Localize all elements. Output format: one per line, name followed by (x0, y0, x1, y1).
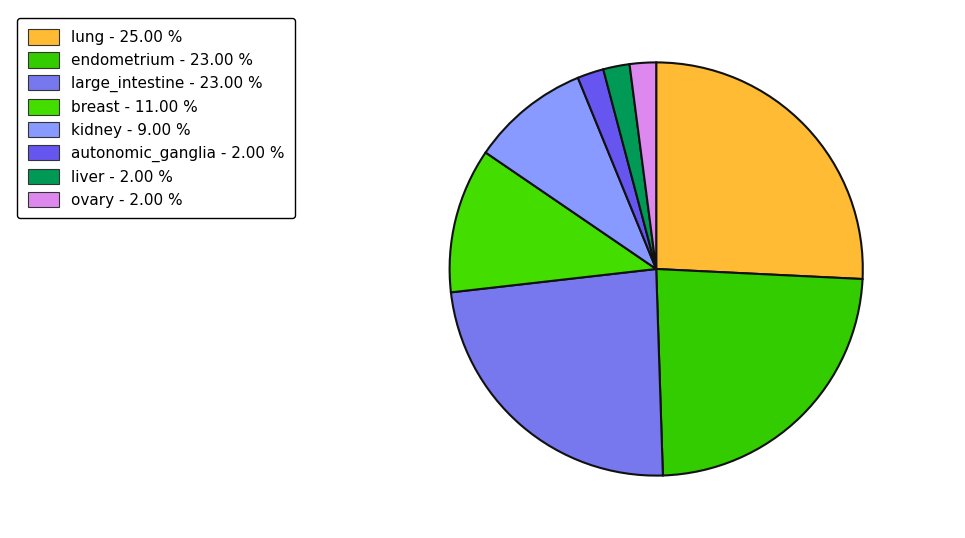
Wedge shape (485, 78, 656, 269)
Wedge shape (450, 152, 656, 292)
Wedge shape (629, 62, 656, 269)
Wedge shape (451, 269, 663, 476)
Wedge shape (578, 69, 656, 269)
Wedge shape (656, 62, 863, 279)
Legend: lung - 25.00 %, endometrium - 23.00 %, large_intestine - 23.00 %, breast - 11.00: lung - 25.00 %, endometrium - 23.00 %, l… (17, 18, 295, 218)
Wedge shape (656, 269, 863, 476)
Wedge shape (603, 64, 656, 269)
